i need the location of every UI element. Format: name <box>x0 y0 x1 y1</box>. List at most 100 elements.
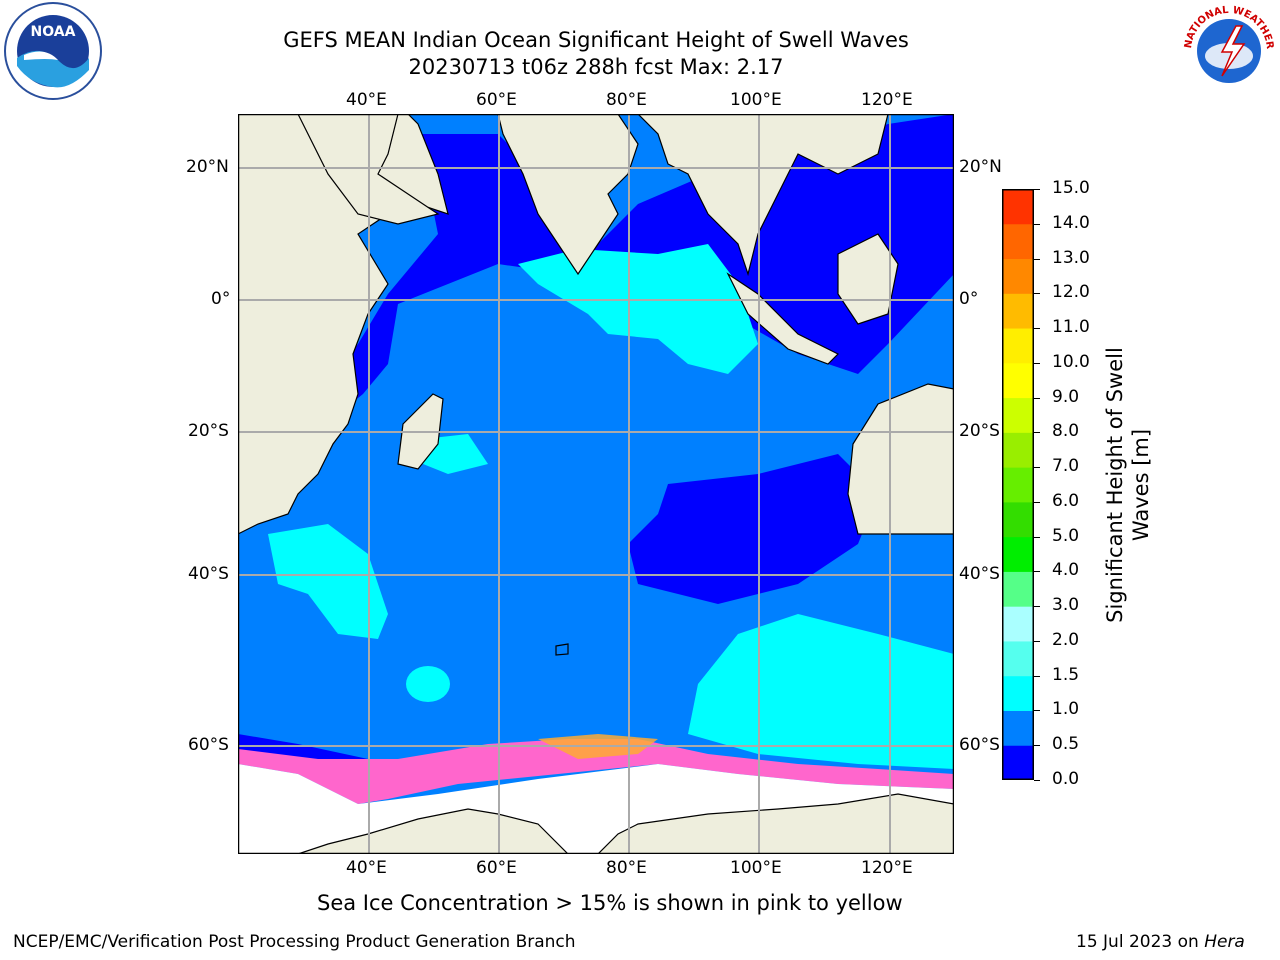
colorbar-swatch <box>1002 571 1034 607</box>
lat-label-right-20n: 20°N <box>959 157 1002 177</box>
plot-title-line2: 20230713 t06z 288h fcst Max: 2.17 <box>408 55 784 79</box>
map-gridlines <box>238 114 954 854</box>
colorbar-swatch <box>1002 328 1034 364</box>
lat-label-right-0: 0° <box>959 289 979 309</box>
nws-logo: NATIONAL WEATHER SERVICE <box>1174 0 1280 102</box>
colorbar-tick-label: 1.0 <box>1052 699 1080 720</box>
land-india <box>497 114 639 276</box>
colorbar-swatch <box>1002 189 1034 225</box>
colorbar-tick-mark <box>1034 397 1040 399</box>
colorbar-swatch <box>1002 258 1034 294</box>
colorbar-tick-mark <box>1034 640 1040 642</box>
colorbar-tick-label: 0.5 <box>1052 734 1080 755</box>
colorbar-swatch <box>1002 397 1034 433</box>
colorbar-swatch <box>1002 223 1034 260</box>
sea-ice-caption: Sea Ice Concentration > 15% is shown in … <box>317 891 903 915</box>
cyan-region-madagascar <box>423 434 488 474</box>
colorbar-tick-mark <box>1034 362 1040 364</box>
colorbar-tick-mark <box>1034 189 1040 190</box>
colorbar-swatch <box>1002 675 1034 711</box>
footer-date: 15 Jul 2023 on <box>1076 932 1205 952</box>
colorbar-tick-label: 9.0 <box>1052 386 1080 407</box>
colorbar-swatch <box>1002 362 1034 399</box>
cyan-region-equatorial <box>518 244 758 374</box>
colorbar-tick-label: 13.0 <box>1052 247 1090 268</box>
lon-label-bottom-120e: 120°E <box>861 858 913 878</box>
colorbar-tick-mark <box>1034 710 1040 712</box>
cyan-patch <box>406 666 450 702</box>
sea-ice-band <box>238 739 954 804</box>
noaa-logo: NOAA <box>0 0 106 102</box>
colorbar-tick-mark <box>1034 536 1040 538</box>
colorbar-tick-label: 11.0 <box>1052 317 1090 338</box>
colorbar-tick-label: 15.0 <box>1052 178 1090 198</box>
land-australia <box>847 383 954 535</box>
colorbar-swatch <box>1002 432 1034 468</box>
colorbar-tick-label: 8.0 <box>1052 421 1080 442</box>
colorbar-tick-mark <box>1034 501 1040 503</box>
colorbar-swatch <box>1002 536 1034 572</box>
land-kerguelen <box>555 643 569 656</box>
map-area <box>238 114 954 854</box>
footer-host: Hera <box>1204 932 1245 952</box>
lon-label-top-120e: 120°E <box>861 90 913 110</box>
colorbar-swatch <box>1002 745 1034 780</box>
colorbar-tick-label: 4.0 <box>1052 560 1080 581</box>
colorbar-swatch <box>1002 710 1034 746</box>
cyan-region-southwest <box>268 524 388 639</box>
footer-left: NCEP/EMC/Verification Post Processing Pr… <box>13 932 576 952</box>
colorbar-tick-label: 6.0 <box>1052 490 1080 511</box>
land-southeast-asia <box>637 114 889 277</box>
colorbar-swatch <box>1002 467 1034 503</box>
colorbar <box>1002 189 1034 780</box>
lat-label-right-40s: 40°S <box>959 564 1000 584</box>
lon-label-bottom-60e: 60°E <box>476 858 517 878</box>
deep-swell-region-east <box>628 454 878 604</box>
plot-title-line1: GEFS MEAN Indian Ocean Significant Heigh… <box>283 28 909 52</box>
colorbar-swatch <box>1002 606 1034 642</box>
colorbar-tick-mark <box>1034 293 1040 295</box>
colorbar-tick-mark <box>1034 780 1040 781</box>
colorbar-swatch <box>1002 293 1034 329</box>
colorbar-tick-label: 2.0 <box>1052 629 1080 650</box>
colorbar-tick-mark <box>1034 258 1040 260</box>
colorbar-tick-mark <box>1034 675 1040 677</box>
colorbar-tick-label: 0.0 <box>1052 769 1080 789</box>
colorbar-tick-label: 3.0 <box>1052 595 1080 616</box>
lat-label-left-20n: 20°N <box>186 157 229 177</box>
lat-label-left-40s: 40°S <box>188 564 229 584</box>
land-africa <box>238 114 449 535</box>
lat-label-right-60s: 60°S <box>959 735 1000 755</box>
cyan-region-southeast <box>688 614 954 769</box>
colorbar-tick-label: 1.5 <box>1052 664 1080 685</box>
colorbar-tick-mark <box>1034 328 1040 330</box>
lat-label-left-60s: 60°S <box>188 735 229 755</box>
colorbar-tick-label: 10.0 <box>1052 351 1090 372</box>
colorbar-tick-label: 7.0 <box>1052 456 1080 477</box>
lon-label-bottom-40e: 40°E <box>346 858 387 878</box>
land-borneo <box>837 233 899 325</box>
lon-label-top-40e: 40°E <box>346 90 387 110</box>
land-antarctica-east <box>597 793 954 854</box>
colorbar-tick-mark <box>1034 606 1040 608</box>
footer-right: 15 Jul 2023 on Hera <box>1076 932 1245 952</box>
colorbar-tick-label: 5.0 <box>1052 525 1080 546</box>
lat-label-right-20s: 20°S <box>959 421 1000 441</box>
lon-label-top-100e: 100°E <box>730 90 782 110</box>
colorbar-tick-label: 14.0 <box>1052 212 1090 233</box>
land-antarctica <box>297 808 569 854</box>
colorbar-tick-mark <box>1034 432 1040 434</box>
colorbar-border <box>1002 189 1034 780</box>
lon-label-top-80e: 80°E <box>606 90 647 110</box>
colorbar-tick-mark <box>1034 223 1040 225</box>
lon-label-top-60e: 60°E <box>476 90 517 110</box>
colorbar-swatch <box>1002 501 1034 538</box>
lat-label-left-20s: 20°S <box>188 421 229 441</box>
colorbar-tick-mark <box>1034 571 1040 573</box>
lon-label-bottom-100e: 100°E <box>730 858 782 878</box>
noaa-logo-text: NOAA <box>31 24 76 40</box>
lon-label-bottom-80e: 80°E <box>606 858 647 878</box>
colorbar-tick-mark <box>1034 467 1040 469</box>
lat-label-left-0: 0° <box>211 289 231 309</box>
colorbar-tick-mark <box>1034 745 1040 747</box>
